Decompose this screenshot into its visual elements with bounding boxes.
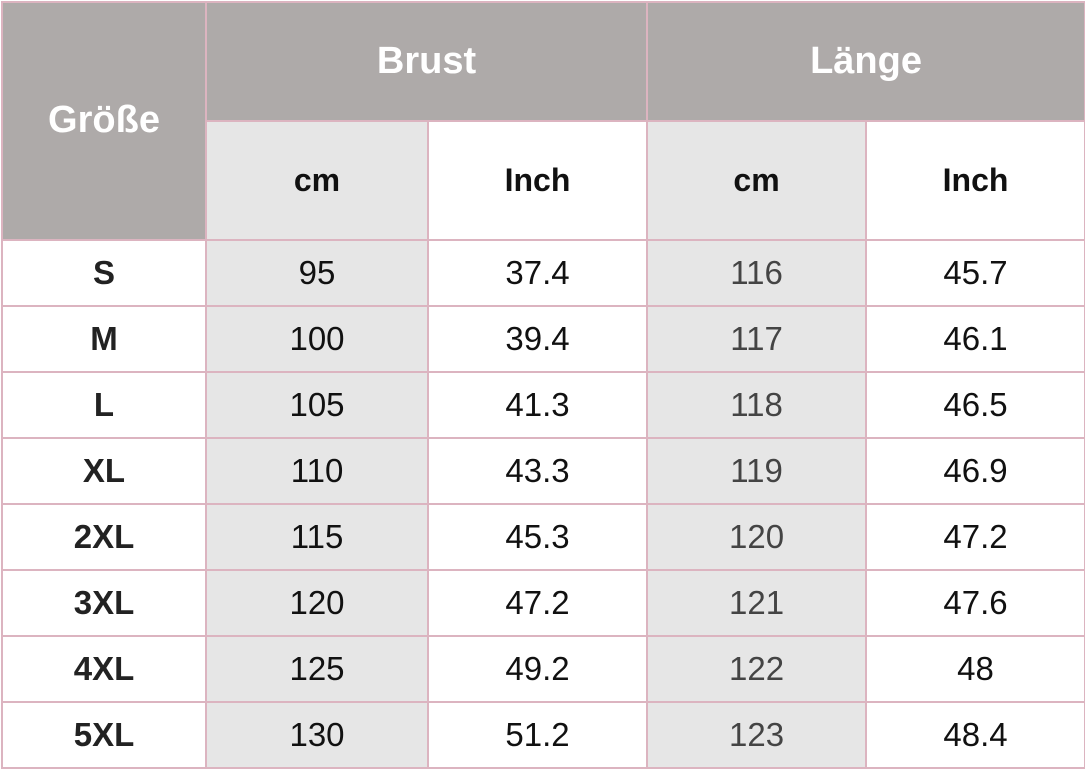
laenge-inch-cell: 45.7 bbox=[865, 238, 1085, 307]
size-cell: 4XL bbox=[1, 634, 207, 703]
brust-cm-cell: 125 bbox=[205, 634, 429, 703]
brust-inch-cell: 43.3 bbox=[426, 436, 649, 505]
table-row: XL 110 43.3 119 46.9 bbox=[1, 436, 1085, 505]
table-row: M 100 39.4 117 46.1 bbox=[1, 304, 1085, 373]
brust-cm-cell: 130 bbox=[205, 700, 429, 770]
size-cell: 2XL bbox=[1, 502, 207, 571]
brust-cm-cell: 115 bbox=[205, 502, 429, 571]
brust-cm-header: cm bbox=[205, 119, 429, 241]
laenge-inch-cell: 48 bbox=[865, 634, 1085, 703]
size-cell: L bbox=[1, 370, 207, 439]
brust-header: Brust bbox=[204, 1, 649, 122]
size-cell: 5XL bbox=[1, 700, 207, 770]
laenge-cm-header: cm bbox=[646, 119, 868, 241]
laenge-cm-cell: 117 bbox=[646, 304, 868, 373]
laenge-cm-cell: 122 bbox=[646, 634, 868, 703]
size-cell: XL bbox=[1, 436, 207, 505]
laenge-cm-cell: 116 bbox=[646, 238, 868, 307]
brust-inch-cell: 51.2 bbox=[426, 700, 649, 770]
brust-cm-cell: 110 bbox=[205, 436, 429, 505]
size-cell: 3XL bbox=[1, 568, 207, 637]
laenge-cm-cell: 118 bbox=[646, 370, 868, 439]
table-row: 5XL 130 51.2 123 48.4 bbox=[1, 700, 1085, 770]
brust-cm-cell: 95 bbox=[205, 238, 429, 307]
brust-inch-cell: 47.2 bbox=[426, 568, 649, 637]
size-cell: S bbox=[1, 238, 207, 307]
laenge-header: Länge bbox=[646, 1, 1085, 122]
laenge-inch-cell: 48.4 bbox=[865, 700, 1085, 770]
table-row: S 95 37.4 116 45.7 bbox=[1, 238, 1085, 307]
table-row: 4XL 125 49.2 122 48 bbox=[1, 634, 1085, 703]
laenge-inch-header: Inch bbox=[865, 119, 1085, 241]
brust-cm-cell: 100 bbox=[205, 304, 429, 373]
laenge-inch-cell: 46.1 bbox=[865, 304, 1085, 373]
laenge-cm-cell: 121 bbox=[646, 568, 868, 637]
table-row: 3XL 120 47.2 121 47.6 bbox=[1, 568, 1085, 637]
brust-cm-cell: 105 bbox=[205, 370, 429, 439]
laenge-cm-cell: 123 bbox=[646, 700, 868, 770]
brust-inch-cell: 41.3 bbox=[426, 370, 649, 439]
laenge-inch-cell: 46.5 bbox=[865, 370, 1085, 439]
laenge-inch-cell: 46.9 bbox=[865, 436, 1085, 505]
laenge-cm-cell: 120 bbox=[646, 502, 868, 571]
brust-cm-cell: 120 bbox=[205, 568, 429, 637]
table-row: L 105 41.3 118 46.5 bbox=[1, 370, 1085, 439]
brust-inch-header: Inch bbox=[426, 119, 649, 241]
brust-inch-cell: 49.2 bbox=[426, 634, 649, 703]
size-header: Größe bbox=[1, 1, 207, 241]
laenge-inch-cell: 47.2 bbox=[865, 502, 1085, 571]
table-row: 2XL 115 45.3 120 47.2 bbox=[1, 502, 1085, 571]
size-cell: M bbox=[1, 304, 207, 373]
brust-inch-cell: 39.4 bbox=[426, 304, 649, 373]
brust-inch-cell: 37.4 bbox=[426, 238, 649, 307]
laenge-cm-cell: 119 bbox=[646, 436, 868, 505]
laenge-inch-cell: 47.6 bbox=[865, 568, 1085, 637]
brust-inch-cell: 45.3 bbox=[426, 502, 649, 571]
